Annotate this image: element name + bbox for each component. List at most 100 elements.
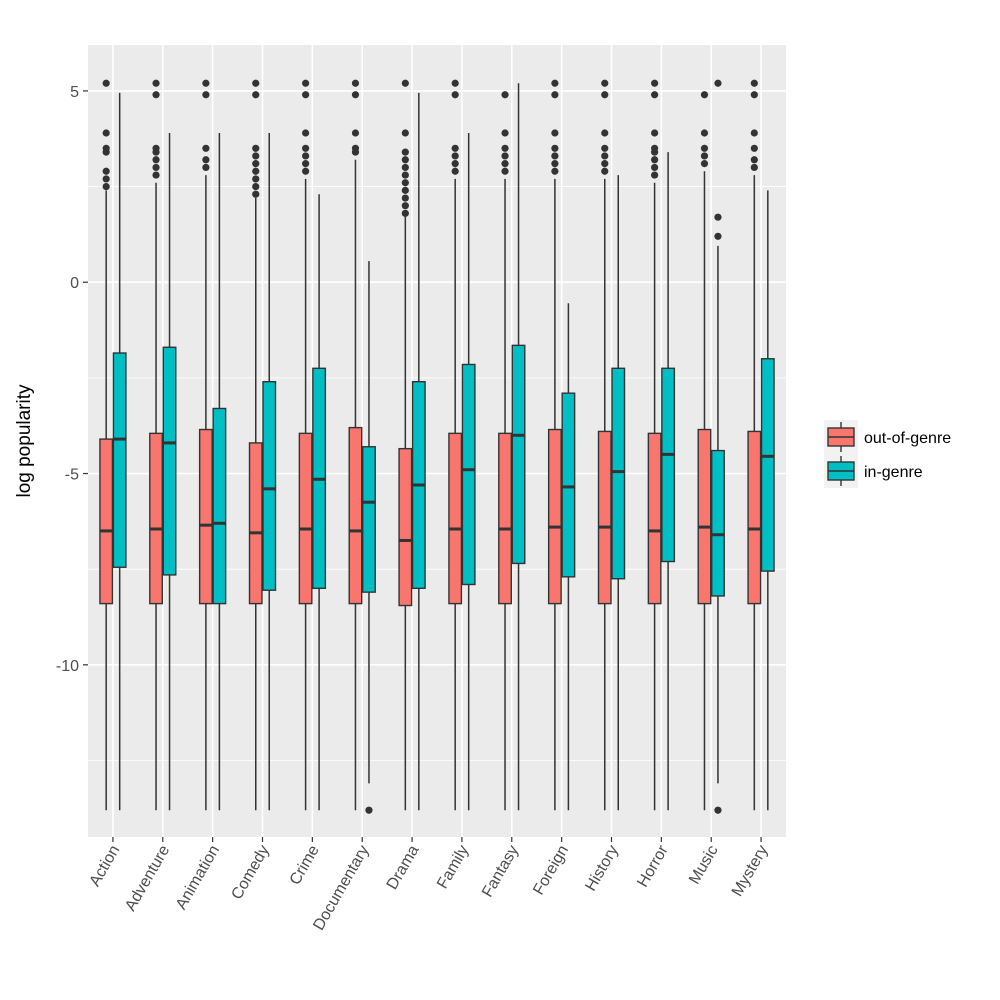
- legend-item-in-genre: in-genre: [824, 454, 923, 488]
- box-iqr: [448, 432, 463, 605]
- outlier-point: [551, 160, 559, 168]
- outlier-point: [202, 144, 210, 152]
- outlier-point: [750, 91, 758, 99]
- box-out-of-genre-family: [448, 79, 463, 811]
- outlier-point: [700, 152, 709, 160]
- outlier-point: [152, 144, 160, 152]
- outlier-point: [302, 129, 310, 137]
- outlier-point: [501, 91, 509, 99]
- box-iqr: [398, 447, 413, 607]
- outlier-point: [401, 156, 409, 164]
- outlier-point: [714, 213, 722, 221]
- box-in-genre-music: [711, 79, 725, 814]
- legend: out-of-genre in-genre: [824, 420, 951, 488]
- outlier-point: [302, 160, 310, 168]
- x-tick-label: Horror: [634, 842, 672, 890]
- outlier-point: [252, 91, 260, 99]
- outlier-point: [700, 160, 709, 168]
- box-out-of-genre-action: [99, 79, 114, 811]
- outlier-point: [501, 152, 509, 160]
- box-out-of-genre-mystery: [747, 79, 762, 811]
- outlier-point: [102, 167, 110, 175]
- outlier-point: [750, 144, 758, 152]
- outlier-point: [152, 163, 160, 172]
- outlier-point: [601, 160, 609, 168]
- x-tick-label: Fantasy: [479, 843, 522, 901]
- outlier-point: [750, 129, 758, 137]
- box-in-genre-mystery: [760, 190, 775, 811]
- box-out-of-genre-foreign: [547, 79, 562, 811]
- x-tick-label: Adventure: [122, 842, 173, 914]
- box-iqr: [262, 380, 277, 591]
- y-tick-label: -10: [56, 658, 79, 675]
- outlier-point: [750, 163, 758, 172]
- box-iqr: [212, 407, 227, 605]
- outlier-point: [651, 129, 659, 137]
- box-iqr: [711, 449, 725, 597]
- outlier-point: [651, 91, 659, 99]
- box-in-genre-crime: [312, 194, 327, 811]
- outlier-point: [252, 175, 260, 183]
- outlier-point: [551, 167, 559, 175]
- box-in-genre-family: [461, 133, 476, 811]
- outlier-point: [351, 91, 360, 99]
- legend-label: in-genre: [864, 464, 923, 481]
- outlier-point: [451, 79, 459, 87]
- outlier-point: [102, 79, 110, 87]
- outlier-point: [451, 144, 459, 152]
- outlier-point: [401, 186, 409, 194]
- outlier-point: [302, 167, 310, 175]
- x-tick-label: Animation: [173, 843, 223, 913]
- outlier-point: [714, 79, 722, 87]
- outlier-point: [700, 91, 709, 99]
- outlier-point: [501, 144, 509, 152]
- box-iqr: [547, 428, 562, 605]
- outlier-point: [651, 171, 659, 179]
- outlier-point: [750, 156, 758, 164]
- outlier-point: [252, 190, 260, 198]
- outlier-point: [202, 91, 210, 99]
- outlier-point: [501, 160, 509, 168]
- x-tick-label: Action: [86, 843, 123, 890]
- outlier-point: [202, 163, 210, 172]
- plot-panel: [88, 45, 786, 837]
- outlier-point: [202, 156, 210, 164]
- box-iqr: [298, 432, 313, 605]
- outlier-point: [152, 156, 160, 164]
- outlier-point: [750, 79, 758, 87]
- y-tick-label: 5: [70, 84, 79, 101]
- outlier-point: [401, 171, 409, 179]
- outlier-point: [451, 167, 459, 175]
- box-out-of-genre-drama: [398, 79, 413, 811]
- box-in-genre-foreign: [561, 303, 576, 811]
- outlier-point: [102, 144, 110, 152]
- outlier-point: [102, 175, 110, 183]
- outlier-point: [700, 129, 709, 137]
- outlier-point: [152, 171, 160, 179]
- box-iqr: [760, 358, 775, 572]
- box-in-genre-animation: [212, 133, 227, 811]
- outlier-point: [401, 179, 409, 187]
- outlier-point: [365, 806, 373, 814]
- box-iqr: [511, 344, 526, 565]
- outlier-point: [302, 91, 310, 99]
- outlier-point: [601, 144, 609, 152]
- outlier-point: [651, 144, 659, 152]
- box-iqr: [697, 428, 712, 605]
- box-iqr: [647, 432, 662, 605]
- outlier-point: [252, 160, 260, 168]
- x-tick-label: Comedy: [228, 843, 273, 903]
- box-layer: [99, 79, 775, 814]
- x-tick-label: Mystery: [729, 843, 772, 900]
- outlier-point: [551, 91, 559, 99]
- outlier-point: [700, 144, 709, 152]
- x-tick-label: History: [582, 843, 622, 895]
- box-iqr: [248, 442, 263, 605]
- box-iqr: [348, 426, 363, 605]
- outlier-point: [451, 152, 459, 160]
- outlier-point: [102, 129, 110, 137]
- x-tick-label: Music: [686, 843, 722, 888]
- y-axis: 5 0 -5 -10: [56, 84, 88, 675]
- outlier-point: [451, 91, 459, 99]
- y-tick-label: 0: [70, 275, 79, 292]
